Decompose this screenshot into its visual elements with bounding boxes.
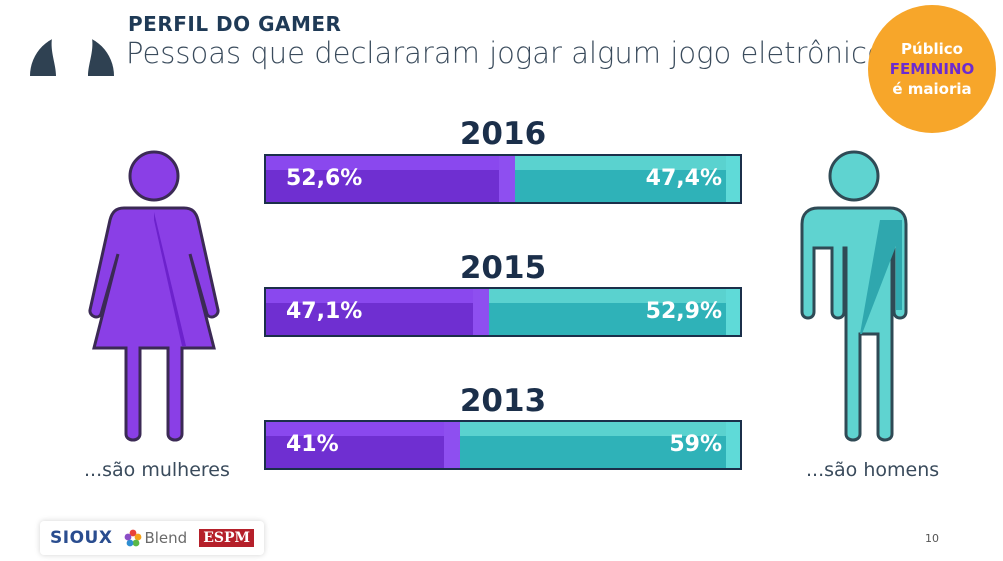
bar-segment-female-2015 [266, 289, 489, 335]
man-icon [800, 150, 908, 442]
blend-flower-icon [125, 529, 142, 547]
espm-logo: ESPM [199, 529, 254, 547]
badge-line-1: Público [901, 40, 963, 58]
data-label-male-2015: 52,9% [645, 299, 722, 324]
page-number: 10 [925, 532, 939, 545]
bar-segment-female-2013 [266, 422, 460, 468]
year-label-2013: 2013 [459, 383, 547, 419]
section-label: PERFIL DO GAMER [128, 12, 342, 36]
bar-2015: 47,1% 52,9% [264, 287, 742, 337]
blend-logo: Blend [124, 529, 187, 547]
bar-segment-female-2016 [266, 156, 515, 202]
user-silhouette-icon [30, 16, 114, 76]
badge-line-3: é maioria [892, 80, 972, 98]
data-label-female-2013: 41% [286, 432, 339, 457]
woman-icon [88, 150, 220, 442]
badge-line-2: FEMININO [889, 60, 975, 78]
data-label-female-2016: 52,6% [286, 166, 363, 191]
data-label-male-2013: 59% [669, 432, 722, 457]
data-label-female-2015: 47,1% [286, 299, 363, 324]
year-label-2015: 2015 [459, 250, 547, 286]
highlight-badge: Público FEMININO é maioria [868, 5, 996, 133]
women-caption: ...são mulheres [84, 459, 230, 481]
data-label-male-2016: 47,4% [645, 166, 722, 191]
bar-segment-male-2013 [460, 422, 740, 468]
sioux-logo: SIOUX [50, 528, 113, 548]
bar-segment-male-2015 [489, 289, 740, 335]
year-label-2016: 2016 [459, 116, 547, 152]
men-caption: ...são homens [806, 459, 940, 481]
bar-2013: 41% 59% [264, 420, 742, 470]
bar-2016: 52,6% 47,4% [264, 154, 742, 204]
page-title: Pessoas que declararam jogar algum jogo … [126, 36, 885, 70]
bar-segment-male-2016 [515, 156, 740, 202]
partner-logos: SIOUX Blend ESPM [40, 521, 264, 555]
